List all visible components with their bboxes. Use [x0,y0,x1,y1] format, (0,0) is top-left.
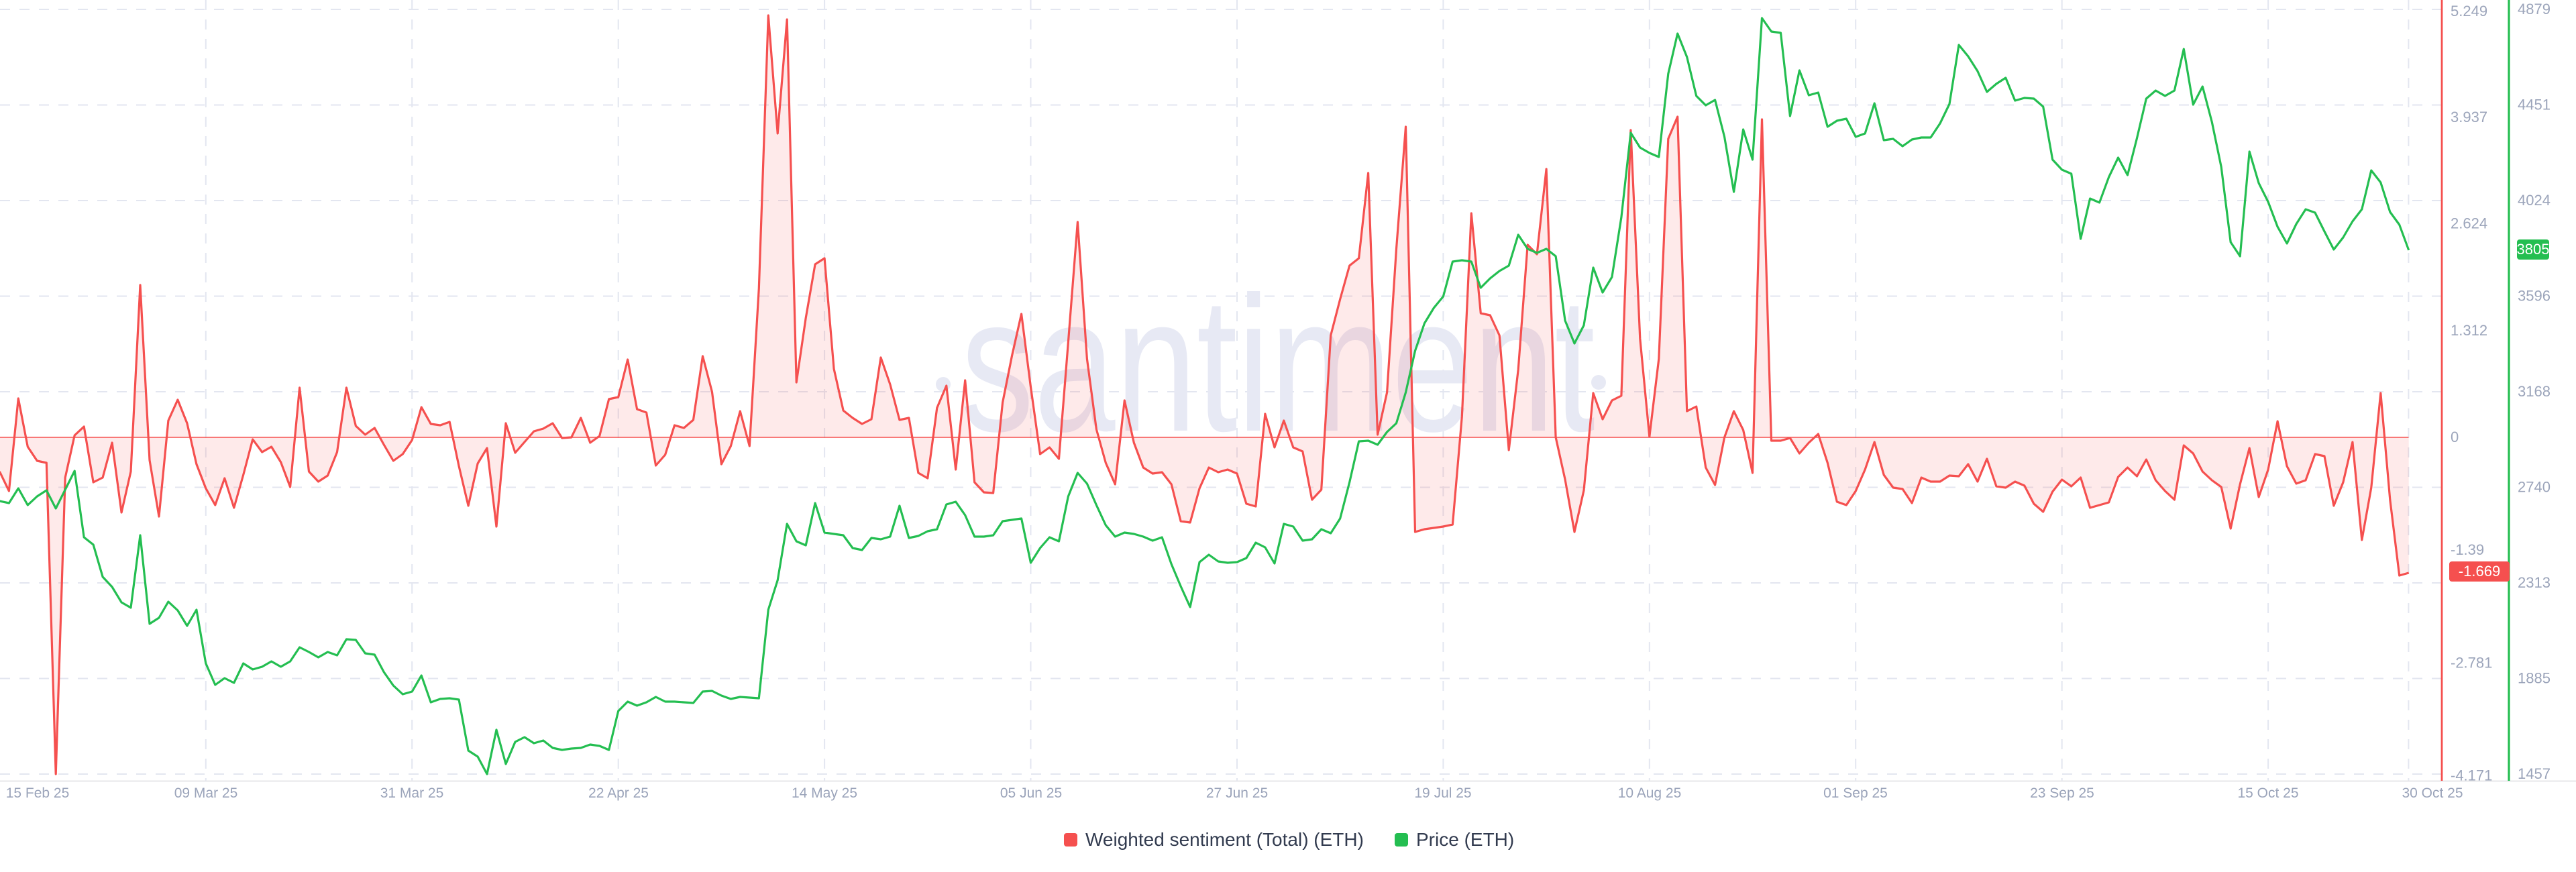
svg-text:31 Mar 25: 31 Mar 25 [380,785,444,801]
svg-text:27 Jun 25: 27 Jun 25 [1206,785,1268,801]
svg-text:4879: 4879 [2518,1,2551,17]
svg-text:01 Sep 25: 01 Sep 25 [1823,785,1888,801]
svg-text:Weighted sentiment (Total) (ET: Weighted sentiment (Total) (ETH) [1085,829,1364,850]
svg-text:05 Jun 25: 05 Jun 25 [1000,785,1062,801]
svg-text:14 May 25: 14 May 25 [792,785,857,801]
svg-text:22 Apr 25: 22 Apr 25 [588,785,649,801]
svg-text:1457: 1457 [2518,765,2551,782]
svg-text:5.249: 5.249 [2451,3,2487,19]
svg-text:-2.781: -2.781 [2451,654,2492,671]
svg-text:3805: 3805 [2517,241,2550,258]
svg-text:19 Jul 25: 19 Jul 25 [1414,785,1471,801]
svg-text:23 Sep 25: 23 Sep 25 [2030,785,2094,801]
svg-text:2740: 2740 [2518,478,2551,495]
svg-text:30 Oct 25: 30 Oct 25 [2402,785,2463,801]
svg-text:15 Oct 25: 15 Oct 25 [2237,785,2298,801]
svg-text:2.624: 2.624 [2451,215,2487,232]
svg-text:-1.669: -1.669 [2459,563,2500,580]
svg-text:3.937: 3.937 [2451,109,2487,125]
svg-text:Price (ETH): Price (ETH) [1416,829,1514,850]
svg-text:0: 0 [2451,429,2459,445]
svg-text:4024: 4024 [2518,192,2551,209]
svg-text:1885: 1885 [2518,669,2551,686]
svg-text:3168: 3168 [2518,383,2551,400]
svg-text:3596: 3596 [2518,287,2551,304]
svg-text:15 Feb 25: 15 Feb 25 [6,785,70,801]
svg-text:-4.171: -4.171 [2451,767,2492,784]
svg-text:1.312: 1.312 [2451,322,2487,339]
svg-text:2313: 2313 [2518,574,2551,591]
svg-text:10 Aug 25: 10 Aug 25 [1618,785,1682,801]
svg-text:09 Mar 25: 09 Mar 25 [174,785,238,801]
svg-text:-1.39: -1.39 [2451,541,2484,558]
svg-text:4451: 4451 [2518,96,2551,113]
